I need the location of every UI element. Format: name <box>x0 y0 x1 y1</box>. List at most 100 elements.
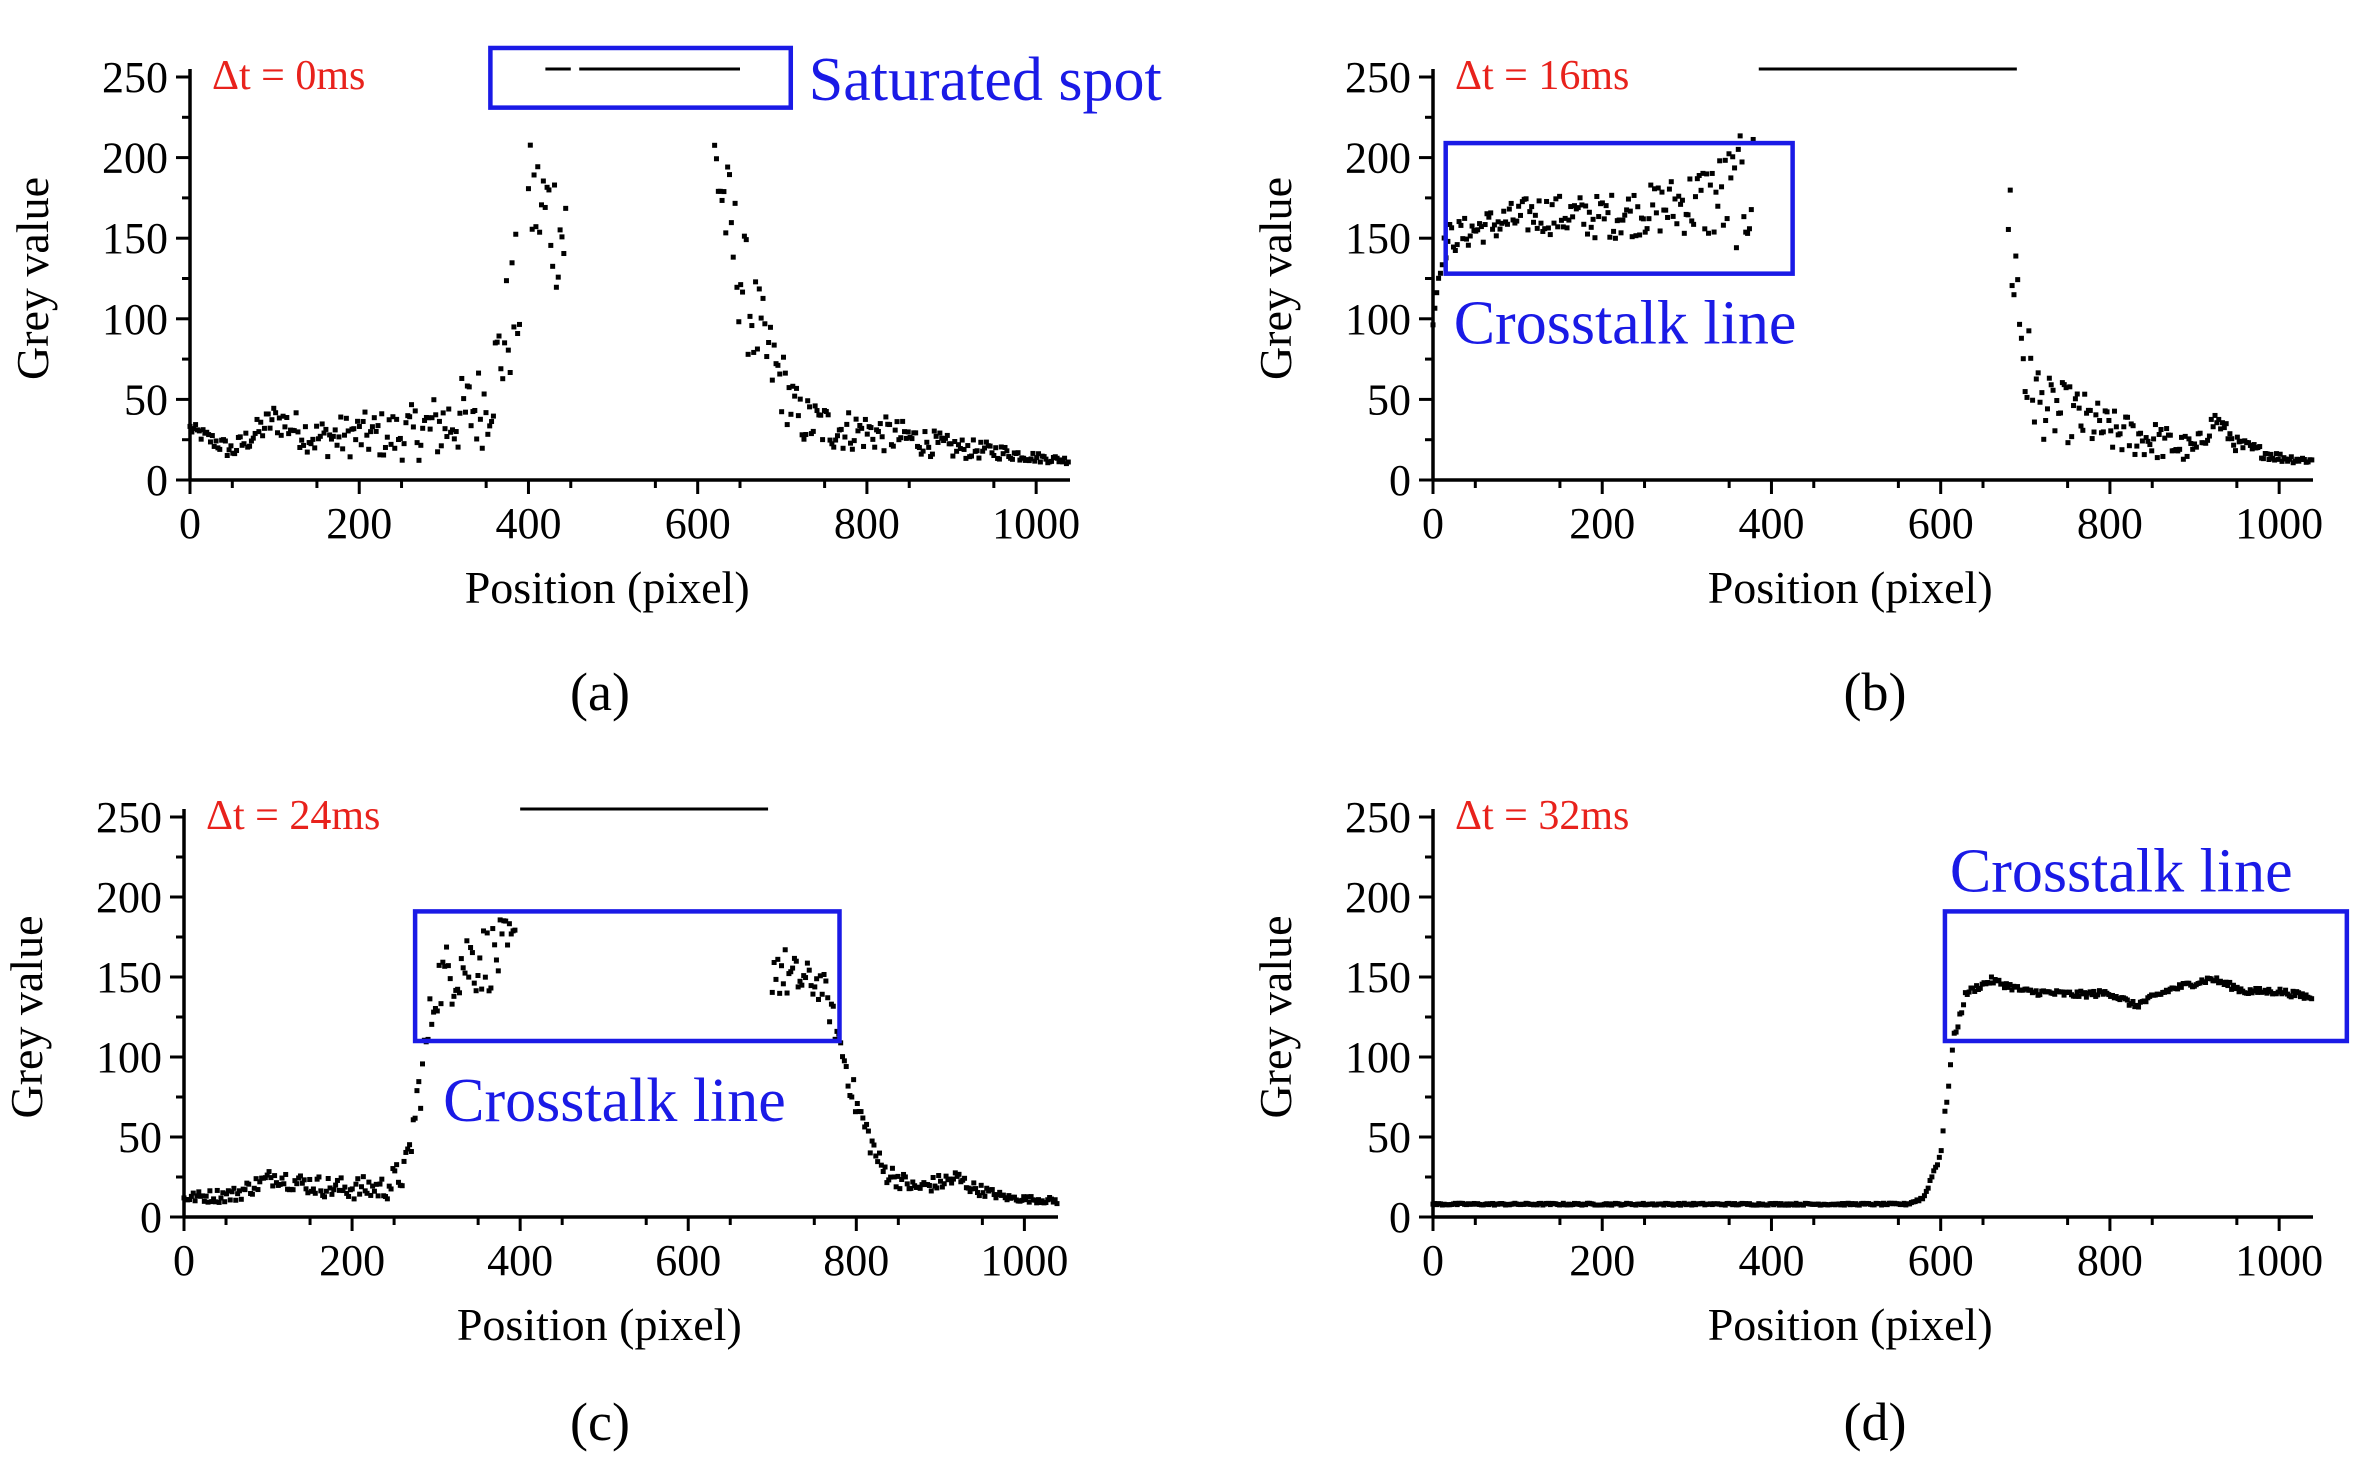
data-point <box>2219 420 2225 426</box>
data-point <box>284 415 290 421</box>
data-point <box>2286 456 2292 462</box>
data-point <box>963 455 969 461</box>
data-point <box>529 226 535 232</box>
data-point <box>229 1189 235 1195</box>
data-point <box>797 978 803 984</box>
data-point <box>2151 436 2157 442</box>
data-point <box>1657 228 1663 234</box>
data-point <box>382 444 388 450</box>
data-point <box>334 442 340 448</box>
data-point <box>904 1181 910 1187</box>
data-point <box>905 429 911 435</box>
data-point <box>308 441 314 447</box>
data-point <box>373 428 379 434</box>
data-point <box>1542 226 1548 232</box>
y-tick-label: 0 <box>140 1193 162 1242</box>
data-point <box>920 448 926 454</box>
data-point <box>893 1184 899 1190</box>
data-point <box>338 1175 344 1181</box>
data-point <box>312 445 318 451</box>
data-point <box>1944 1099 1950 1105</box>
data-point <box>942 435 948 441</box>
data-point <box>734 284 740 290</box>
data-point <box>926 1182 932 1188</box>
data-point <box>2005 984 2011 990</box>
data-point <box>2165 989 2171 995</box>
data-point <box>540 178 546 184</box>
data-point <box>552 182 558 188</box>
data-point <box>1603 203 1609 209</box>
data-point <box>479 986 485 992</box>
data-point <box>743 237 749 243</box>
data-point <box>278 432 284 438</box>
data-point <box>2299 991 2305 997</box>
data-point <box>805 398 811 404</box>
data-point <box>429 1021 435 1027</box>
data-point <box>2076 993 2082 999</box>
data-point <box>2119 447 2125 453</box>
data-point <box>188 1193 194 1199</box>
data-point <box>1730 154 1736 160</box>
data-point <box>877 421 883 427</box>
data-point <box>924 439 930 445</box>
data-point <box>1469 223 1475 229</box>
data-point <box>1625 196 1631 202</box>
data-point <box>1551 220 1557 226</box>
x-tick-label: 0 <box>173 1236 195 1285</box>
data-point <box>784 990 790 996</box>
data-point <box>1506 206 1512 212</box>
data-point <box>1002 444 1008 450</box>
data-point <box>455 444 461 450</box>
data-point <box>409 402 415 408</box>
data-point <box>877 1150 883 1156</box>
data-point <box>991 1192 997 1198</box>
data-point <box>1990 980 1996 986</box>
data-point <box>1728 175 1734 181</box>
data-point <box>1493 233 1499 239</box>
data-point <box>1927 1177 1933 1183</box>
data-point <box>318 1188 324 1194</box>
data-point <box>823 408 829 414</box>
data-point <box>464 938 470 944</box>
data-point <box>791 955 797 961</box>
data-point <box>2100 429 2106 435</box>
data-point <box>717 188 723 194</box>
annotation-label: Crosstalk line <box>443 1067 786 1135</box>
data-point <box>207 439 213 445</box>
data-point <box>2082 391 2088 397</box>
data-point <box>291 428 297 434</box>
data-point <box>1745 230 1751 236</box>
x-tick-label: 1000 <box>992 499 1080 548</box>
data-point <box>926 444 932 450</box>
data-point <box>982 1193 988 1199</box>
data-point <box>273 410 279 416</box>
data-point <box>2309 996 2315 1002</box>
data-point <box>2273 451 2279 457</box>
data-point <box>857 422 863 428</box>
data-point <box>394 416 400 422</box>
data-point <box>1041 454 1047 460</box>
data-point <box>2176 982 2182 988</box>
data-point <box>217 446 223 452</box>
data-point <box>533 224 539 230</box>
data-point <box>2015 277 2021 283</box>
data-point <box>444 944 450 950</box>
data-point <box>494 339 500 345</box>
data-point <box>310 1186 316 1192</box>
data-point <box>947 1176 953 1182</box>
data-point <box>2301 457 2307 463</box>
data-point <box>535 164 541 170</box>
data-point <box>493 957 499 963</box>
y-tick-label: 150 <box>1345 214 1411 263</box>
data-point <box>286 431 292 437</box>
data-point <box>2110 444 2116 450</box>
data-point <box>304 449 310 455</box>
data-point <box>490 926 496 932</box>
data-point <box>1049 458 1055 464</box>
data-point <box>2268 451 2274 457</box>
data-point <box>196 1189 202 1195</box>
data-point <box>2071 403 2077 409</box>
data-point <box>488 985 494 991</box>
data-point <box>477 416 483 422</box>
data-point <box>1430 322 1436 328</box>
